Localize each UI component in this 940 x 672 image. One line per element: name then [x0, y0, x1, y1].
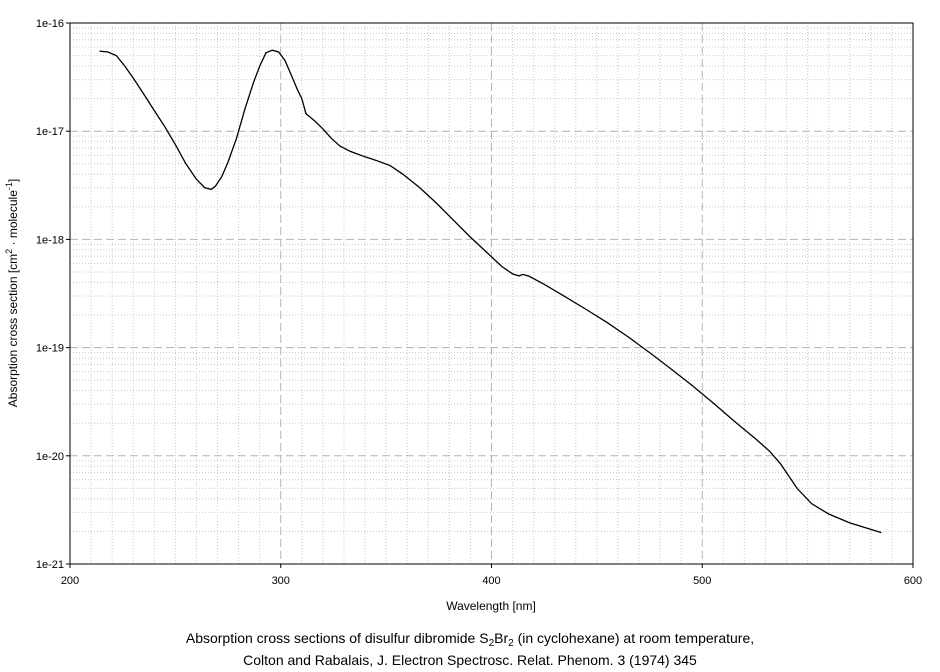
x-tick-label: 600 — [904, 575, 922, 587]
x-axis-ticks: 200 300 400 500 600 — [61, 564, 922, 587]
y-tick-label: 1e-19 — [36, 343, 64, 355]
caption-line-2: Colton and Rabalais, J. Electron Spectro… — [243, 652, 697, 668]
y-tick-label: 1e-21 — [36, 559, 64, 571]
x-tick-label: 500 — [693, 575, 711, 587]
y-axis-ticks: 1e-21 1e-20 1e-19 1e-18 1e-17 1e-16 — [36, 18, 70, 571]
y-tick-label: 1e-17 — [36, 126, 64, 138]
x-tick-label: 200 — [61, 575, 79, 587]
y-tick-label: 1e-16 — [36, 18, 64, 30]
x-tick-label: 400 — [482, 575, 500, 587]
y-tick-label: 1e-20 — [36, 451, 64, 463]
minor-grid — [70, 23, 913, 564]
y-tick-label: 1e-18 — [36, 234, 64, 246]
chart: 200 300 400 500 600 1e-21 1e-20 1e-19 1e-18 1e-1… — [4, 18, 922, 613]
caption-line-1: Absorption cross sections of disulfur di… — [185, 630, 755, 649]
x-axis-label: Wavelength [nm] — [446, 599, 536, 613]
x-tick-label: 300 — [272, 575, 290, 587]
series-line — [99, 49, 882, 534]
y-axis-label: Absorption cross section [cm2 · molecule… — [4, 179, 20, 407]
major-grid — [70, 23, 913, 564]
